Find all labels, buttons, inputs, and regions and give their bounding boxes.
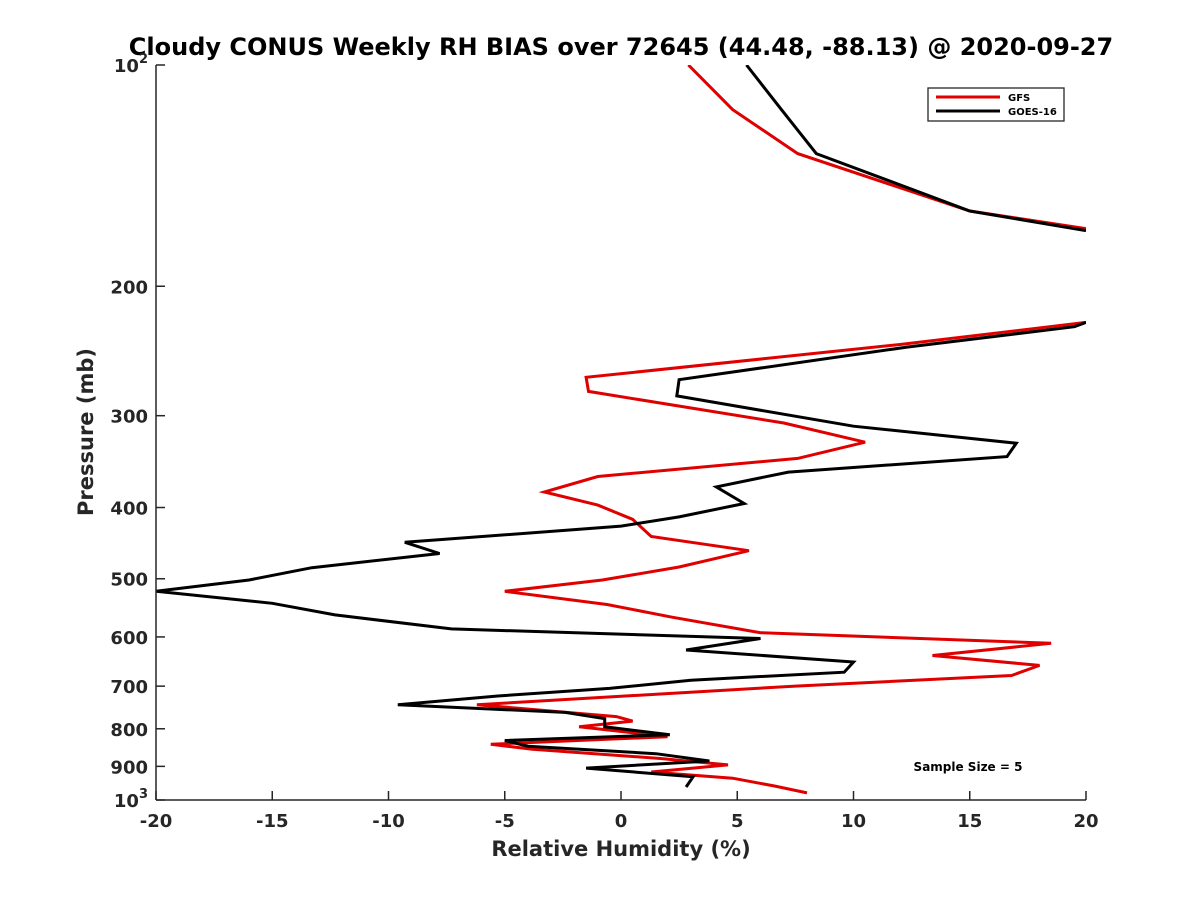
y-tick-label: 800 (110, 720, 148, 741)
x-tick-label: 5 (731, 811, 744, 832)
series-line-goes-16-1 (745, 65, 1086, 233)
series-layer (156, 65, 1086, 795)
x-tick-label: 10 (841, 811, 866, 832)
x-axis-label: Relative Humidity (%) (491, 837, 750, 861)
x-tick-label: -10 (372, 811, 405, 832)
x-tick-label: -5 (495, 811, 515, 832)
legend-items: GFS GOES-16 (936, 93, 1057, 118)
y-tick-exponent: 3 (139, 787, 148, 802)
y-tick-label: 300 (110, 407, 148, 428)
x-tick-label: 20 (1073, 811, 1098, 832)
y-tick-label: 200 (110, 277, 148, 298)
y-tick-label: 600 (110, 628, 148, 649)
sample-size-annotation: Sample Size = 5 (914, 760, 1023, 774)
series-line-gfs-2 (476, 320, 1086, 795)
chart-title: Cloudy CONUS Weekly RH BIAS over 72645 (… (129, 33, 1113, 61)
y-tick-label: 700 (110, 677, 148, 698)
legend: GFS GOES-16 (927, 87, 1065, 122)
y-tick-label: 400 (110, 499, 148, 520)
y-tick-label: 900 (110, 757, 148, 778)
y-axis-label: Pressure (mb) (74, 348, 98, 516)
series-line-goes-16-2 (156, 320, 1086, 788)
plot-background (156, 65, 1086, 800)
y-tick-label: 500 (110, 570, 148, 591)
axes-layer: -20 -15 -10 -5 0 5 10 15 20102200300400500600700… (110, 52, 1098, 832)
x-tick-label: 15 (957, 811, 982, 832)
x-tick-label: 0 (615, 811, 628, 832)
y-tick-exponent: 2 (139, 52, 148, 67)
legend-label-gfs: GFS (1008, 93, 1030, 104)
x-tick-label: -15 (256, 811, 289, 832)
legend-label-goes-16: GOES-16 (1008, 107, 1057, 118)
x-tick-label: -20 (140, 811, 173, 832)
plot-area: -20 -15 -10 -5 0 5 10 15 20102200300400500600700… (110, 52, 1098, 832)
legend-box (927, 87, 1065, 122)
